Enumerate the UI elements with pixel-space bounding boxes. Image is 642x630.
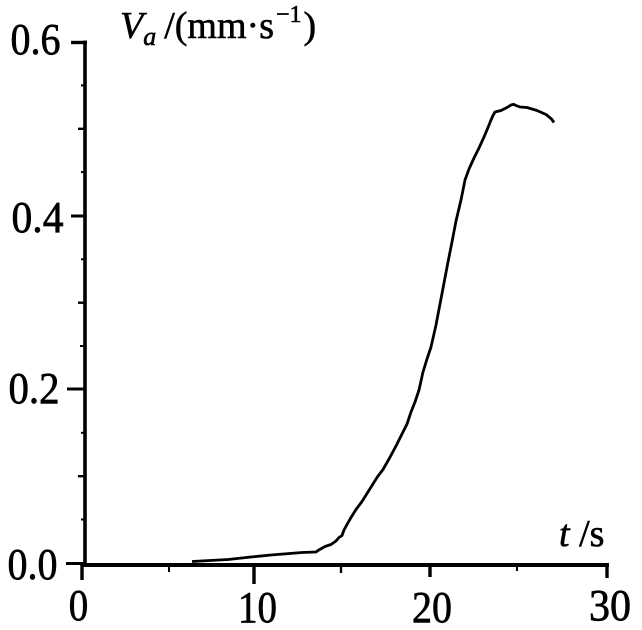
svg-text:0.4: 0.4 <box>12 193 64 242</box>
svg-text:20: 20 <box>412 583 452 630</box>
svg-text:30: 30 <box>589 581 631 630</box>
svg-text:0.2: 0.2 <box>9 364 60 413</box>
svg-text:0.0: 0.0 <box>8 540 58 589</box>
svg-text:0.6: 0.6 <box>11 15 61 64</box>
svg-text:t /s: t /s <box>559 513 604 555</box>
svg-text:Va/(mm·s−1): Va/(mm·s−1) <box>120 2 316 51</box>
svg-text:10: 10 <box>238 583 277 630</box>
svg-text:0: 0 <box>69 581 89 630</box>
